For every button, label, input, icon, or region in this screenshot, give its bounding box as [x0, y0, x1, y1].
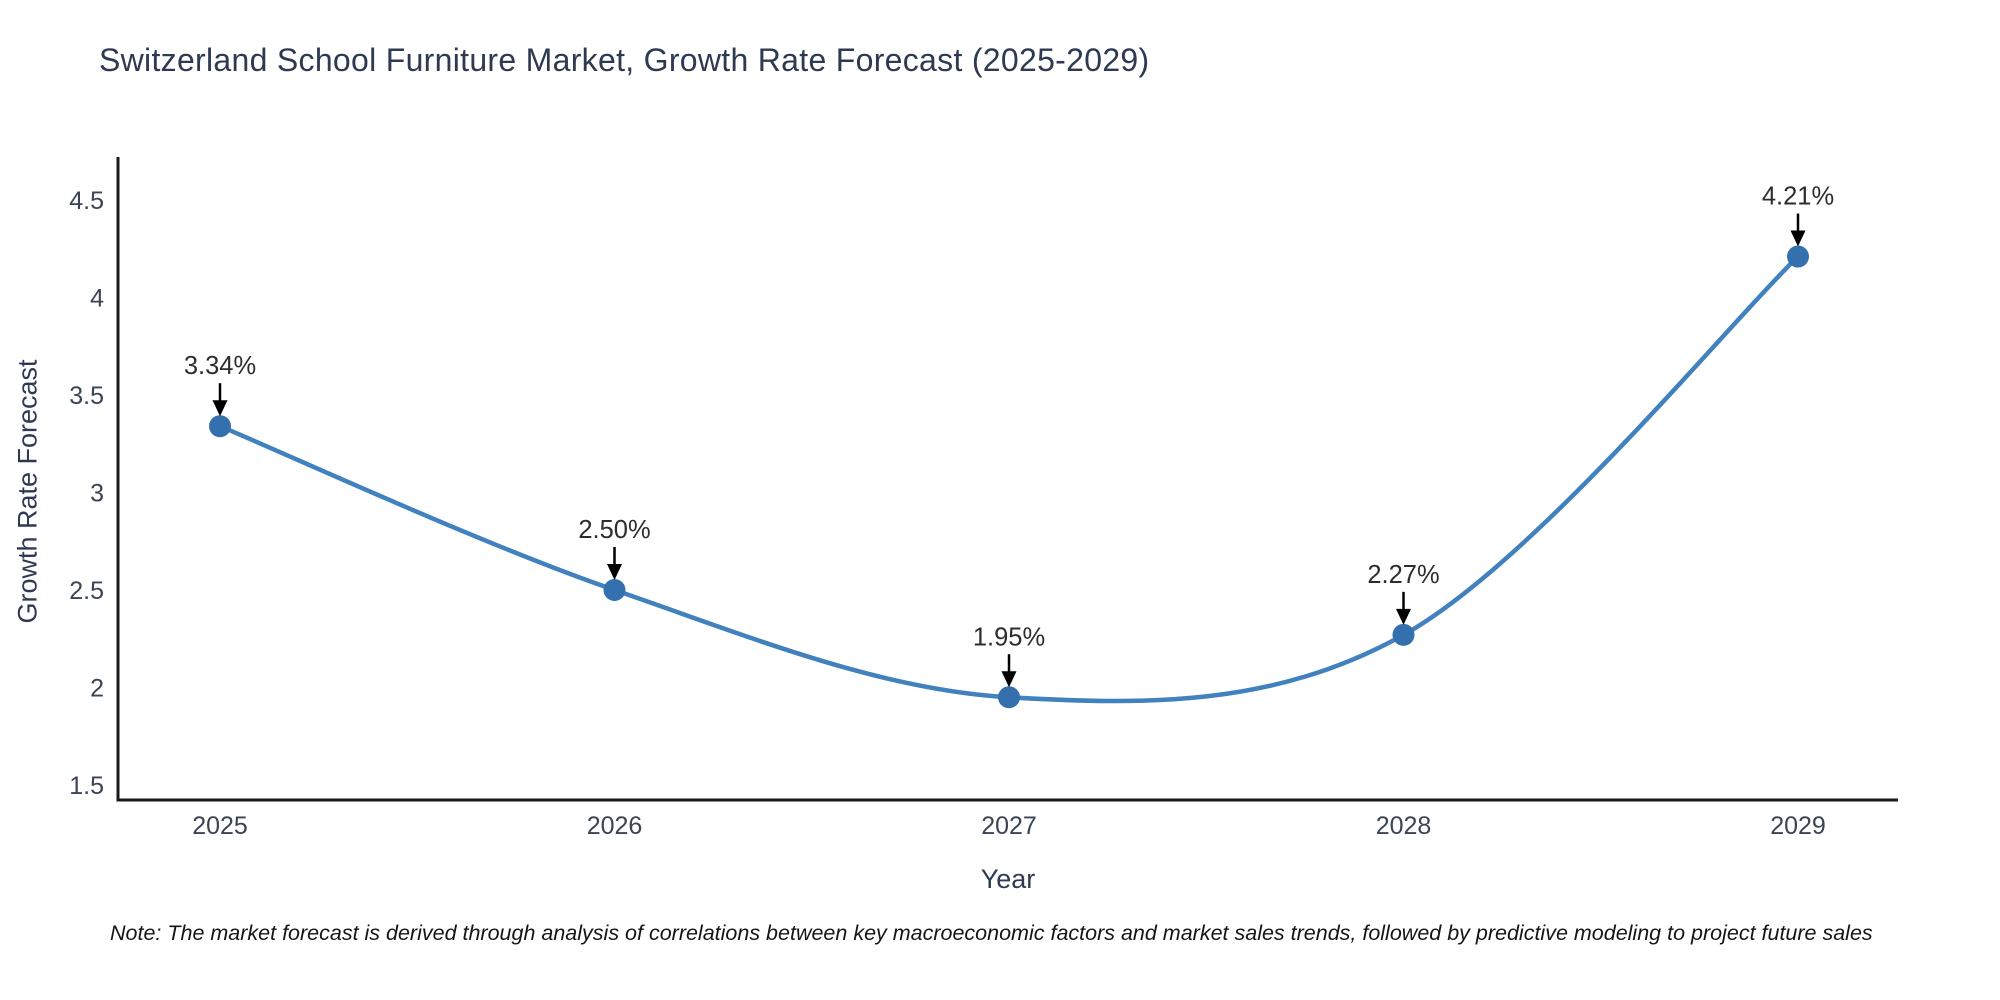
- chart-title: Switzerland School Furniture Market, Gro…: [99, 42, 1150, 78]
- data-point-marker: [1392, 623, 1415, 646]
- y-axis-title: Growth Rate Forecast: [12, 359, 43, 624]
- y-tick-label: 4: [90, 285, 104, 313]
- footnote: Note: The market forecast is derived thr…: [110, 921, 1873, 945]
- data-point-marker: [998, 686, 1020, 709]
- x-tick-label: 2026: [587, 812, 643, 840]
- data-point-marker: [209, 415, 231, 438]
- y-tick-label: 1.5: [69, 772, 104, 800]
- annotation-arrowhead: [607, 564, 622, 580]
- x-tick-label: 2028: [1376, 812, 1432, 840]
- annotation-label: 2.27%: [1367, 561, 1439, 589]
- y-tick-label: 3: [90, 480, 104, 508]
- y-tick-label: 2.5: [69, 577, 104, 605]
- data-point-marker: [1787, 245, 1809, 268]
- y-tick-label: 2: [90, 675, 104, 703]
- annotation-label: 1.95%: [973, 623, 1045, 651]
- y-tick-label: 4.5: [69, 187, 104, 215]
- annotation-arrowhead: [212, 400, 228, 417]
- y-tick-label: 3.5: [69, 382, 104, 410]
- x-tick-label: 2025: [192, 812, 248, 840]
- annotation-label: 2.50%: [578, 516, 650, 544]
- annotation-label: 4.21%: [1762, 183, 1834, 211]
- x-axis-title: Year: [980, 864, 1036, 894]
- x-tick-label: 2027: [981, 812, 1037, 840]
- x-tick-label: 2029: [1770, 812, 1826, 840]
- annotation-arrowhead: [1396, 608, 1411, 625]
- annotation-arrowhead: [1001, 671, 1017, 688]
- annotation-arrowhead: [1790, 230, 1806, 247]
- data-point-marker: [603, 579, 626, 601]
- annotation-label: 3.34%: [184, 352, 256, 380]
